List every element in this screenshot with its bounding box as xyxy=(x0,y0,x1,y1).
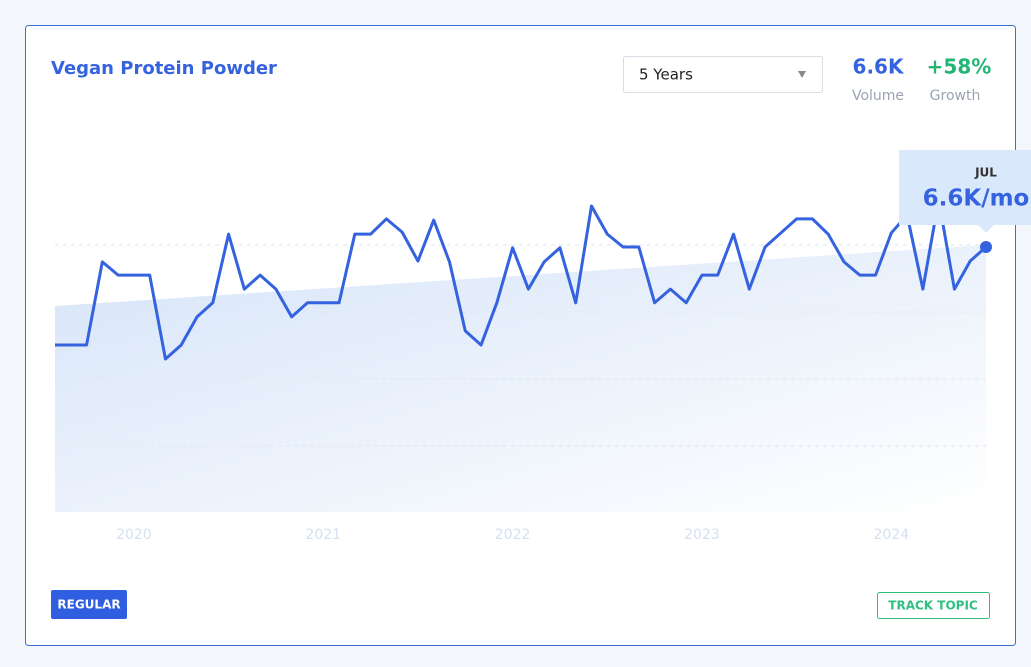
tooltip-month: JUL xyxy=(974,166,997,180)
plot: 2020 2021 2022 2023 2024 JUL 6.6K/mo xyxy=(55,150,1031,543)
x-tick-label: 2023 xyxy=(684,527,720,543)
tooltip: JUL 6.6K/mo xyxy=(899,150,1031,233)
volume: 6.6K xyxy=(853,55,905,79)
track-text[interactable]: TRACK TOPIC xyxy=(888,599,978,613)
x-tick-label: 2021 xyxy=(305,527,341,543)
tooltip-value: 6.6K/mo xyxy=(923,186,1030,212)
x-tick-label: 2020 xyxy=(116,527,152,543)
line xyxy=(55,198,987,361)
growth: +58% xyxy=(927,55,992,79)
regular-badge xyxy=(51,590,127,619)
x-tick-label: 2024 xyxy=(874,527,910,543)
range-dropdown[interactable] xyxy=(623,56,823,93)
range-value[interactable]: 5 Years xyxy=(639,66,693,84)
tooltip-pointer xyxy=(978,225,994,233)
dropdown-arrow[interactable] xyxy=(798,71,806,78)
end-point xyxy=(980,240,992,253)
title: Vegan Protein Powder xyxy=(51,58,277,79)
volume-label: Volume xyxy=(852,88,904,104)
tooltip-box xyxy=(899,150,1031,225)
regular-text: REGULAR xyxy=(57,598,120,612)
growth-label: Growth xyxy=(930,88,981,104)
track-button[interactable] xyxy=(877,592,990,619)
x-tick-label: 2022 xyxy=(495,527,531,543)
